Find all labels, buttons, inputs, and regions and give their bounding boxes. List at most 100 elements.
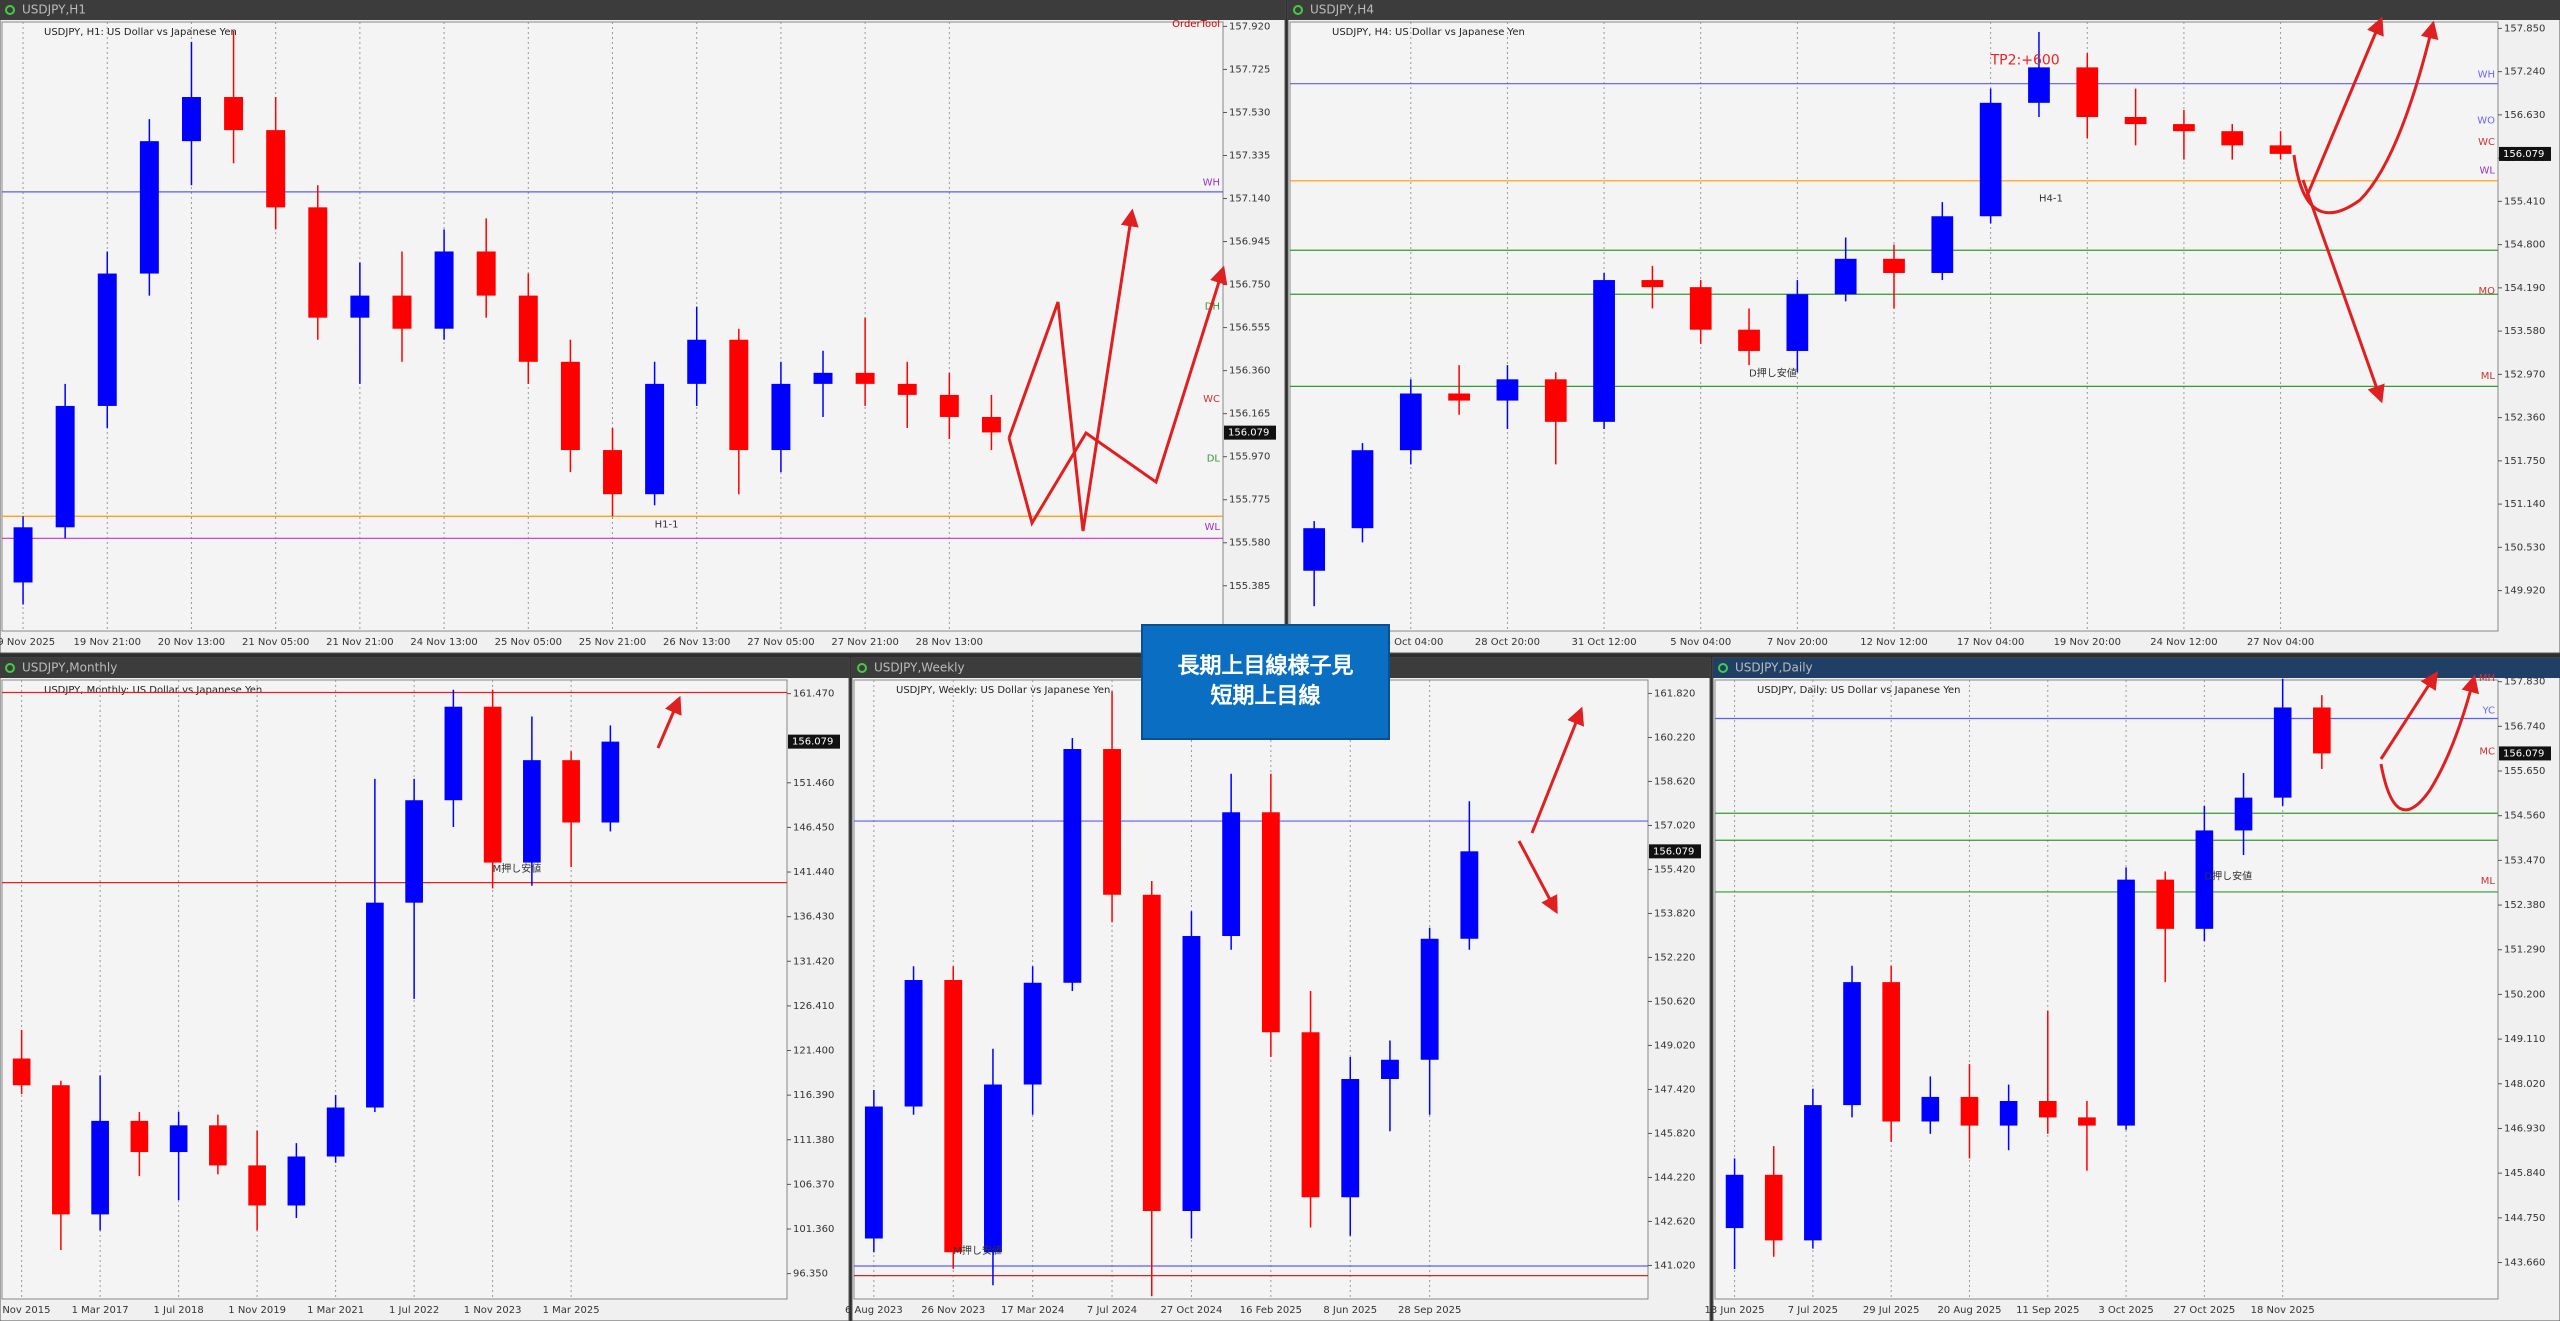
- candle-body: [1261, 812, 1280, 1033]
- x-tick-label: 1 Nov 2015: [0, 1305, 50, 1316]
- y-tick-label: 151.460: [793, 778, 834, 789]
- candle-body: [483, 706, 502, 863]
- y-tick-label: 144.750: [2504, 1213, 2545, 1224]
- x-tick-label: 19 Nov 20:00: [2054, 637, 2121, 648]
- x-tick-label: 11 Sep 2025: [2016, 1305, 2079, 1316]
- y-tick-label: 155.580: [1229, 538, 1270, 549]
- x-tick-label: 7 Jul 2024: [1087, 1305, 1137, 1316]
- x-tick-label: 17 Nov 04:00: [1957, 637, 2024, 648]
- x-tick-label: 6 Aug 2023: [845, 1305, 903, 1316]
- candle-body: [1738, 329, 1760, 351]
- candle-body: [392, 295, 412, 329]
- x-tick-label: 27 Nov 05:00: [747, 637, 814, 648]
- x-tick-label: 1 Nov 2019: [228, 1305, 286, 1316]
- y-tick-label: 148.020: [2504, 1079, 2545, 1090]
- candle-body: [813, 372, 833, 384]
- candle-body: [1641, 280, 1664, 288]
- x-tick-label: 20 Aug 2025: [1937, 1305, 2001, 1316]
- y-tick-label: 144.220: [1654, 1172, 1695, 1183]
- annotation: OrderTool: [1172, 19, 1220, 30]
- x-tick-label: 27 Oct 2024: [1161, 1305, 1223, 1316]
- y-tick-label: 157.240: [2504, 67, 2545, 78]
- y-tick-label: 150.620: [1654, 996, 1695, 1007]
- title-bar: [0, 658, 849, 678]
- y-tick-label: 153.470: [2504, 855, 2545, 866]
- x-tick-label: 8 Jun 2025: [1323, 1305, 1377, 1316]
- candle-body: [1593, 280, 1615, 422]
- x-tick-label: 28 Sep 2025: [1398, 1305, 1461, 1316]
- candle-body: [1351, 450, 1374, 529]
- candle-body: [1921, 1096, 1940, 1122]
- x-tick-label: 20 Nov 13:00: [158, 637, 225, 648]
- candle-body: [2156, 879, 2175, 929]
- y-tick-label: 161.820: [1654, 688, 1695, 699]
- annotation: WL: [2480, 165, 2496, 176]
- x-tick-label: 28 Nov 13:00: [916, 637, 983, 648]
- y-tick-label: 142.620: [1654, 1216, 1695, 1227]
- y-tick-label: 157.020: [1654, 820, 1695, 831]
- candle-body: [2313, 707, 2331, 754]
- x-tick-label: 27 Nov 04:00: [2247, 637, 2314, 648]
- candle-body: [518, 295, 538, 362]
- chart-window: USDJPY,Daily USDJPY, Daily: US Dollar vs …: [1704, 657, 2560, 1321]
- x-tick-label: 1 Mar 2021: [307, 1305, 364, 1316]
- candle-body: [2173, 124, 2195, 132]
- annotation: H4-1: [2039, 194, 2063, 205]
- y-tick-label: 111.380: [793, 1135, 834, 1146]
- candle-body: [2078, 1117, 2096, 1126]
- candle-body: [169, 1125, 188, 1153]
- candle-body: [2038, 1101, 2057, 1118]
- candle-body: [13, 527, 33, 583]
- candle-body: [266, 130, 286, 208]
- y-tick-label: 152.380: [2504, 900, 2545, 911]
- y-tick-label: 150.200: [2504, 989, 2545, 1000]
- chart-subtitle: USDJPY, Daily: US Dollar vs Japanese Yen: [1757, 685, 1961, 696]
- x-tick-label: 1 Mar 2017: [72, 1305, 129, 1316]
- y-tick-label: 149.920: [2504, 586, 2545, 597]
- window-icon: [5, 5, 15, 15]
- annotation: DH: [1205, 301, 1220, 312]
- candle-body: [2117, 879, 2135, 1126]
- y-tick-label: 155.650: [2504, 766, 2545, 777]
- y-tick-label: 149.020: [1654, 1040, 1695, 1051]
- candle-body: [855, 372, 875, 384]
- x-tick-label: 7 Nov 20:00: [1767, 637, 1828, 648]
- candle-body: [729, 339, 749, 451]
- candle-body: [2124, 117, 2147, 125]
- y-tick-label: 156.945: [1229, 237, 1270, 248]
- y-tick-label: 152.360: [2504, 413, 2545, 424]
- candle-body: [560, 361, 580, 451]
- y-tick-label: 154.560: [2504, 811, 2545, 822]
- y-tick-label: 155.970: [1229, 452, 1270, 463]
- last-price-label: 156.079: [1653, 846, 1694, 857]
- y-tick-label: 145.840: [2504, 1168, 2545, 1179]
- y-tick-label: 150.530: [2504, 542, 2545, 553]
- y-tick-label: 131.420: [793, 956, 834, 967]
- chart-subtitle: USDJPY, H1: US Dollar vs Japanese Yen: [44, 27, 237, 38]
- x-tick-label: 5 Nov 04:00: [1670, 637, 1731, 648]
- candle-body: [2273, 707, 2292, 798]
- candle-body: [1544, 379, 1567, 422]
- annotation: WC: [1203, 394, 1220, 405]
- candle-body: [1301, 1032, 1320, 1198]
- plot-area: [853, 679, 1649, 1300]
- y-tick-label: 158.620: [1654, 776, 1695, 787]
- candle-body: [562, 760, 580, 823]
- y-tick-label: 155.385: [1229, 581, 1270, 592]
- y-tick-label: 153.580: [2504, 326, 2545, 337]
- candle-body: [350, 295, 370, 318]
- last-price-label: 156.079: [2503, 149, 2544, 160]
- x-tick-label: 29 Jul 2025: [1863, 1305, 1920, 1316]
- window-title: USDJPY,H4: [1310, 3, 1374, 17]
- candle-body: [904, 980, 923, 1107]
- annotation: DL: [1207, 454, 1221, 465]
- candle-body: [1341, 1079, 1360, 1198]
- x-tick-label: 26 Nov 13:00: [663, 637, 730, 648]
- note-line: 短期上目線: [1210, 684, 1321, 709]
- annotation: M押し安値: [953, 1244, 1002, 1257]
- candle-body: [1103, 749, 1121, 895]
- chart-window: USDJPY,Weekly USDJPY, Weekly: US Dollar v…: [845, 657, 1711, 1321]
- x-tick-label: 16 Feb 2025: [1240, 1305, 1302, 1316]
- last-price-label: 156.079: [792, 737, 833, 748]
- annotation: WH: [2478, 70, 2495, 81]
